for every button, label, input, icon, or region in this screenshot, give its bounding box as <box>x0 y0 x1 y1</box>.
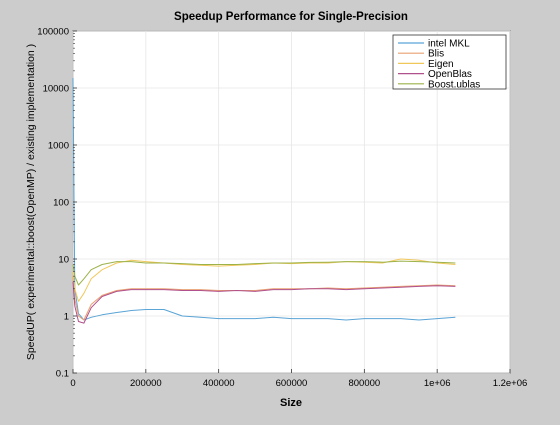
legend-label-blis: Blis <box>428 49 444 60</box>
y-tick-label: 1000 <box>48 141 69 152</box>
y-axis-ticks: 0.1 1 10 100 1000 10000 100000 <box>37 27 77 380</box>
legend-label-intel-mkl: intel MKL <box>428 39 470 50</box>
series-line-boost-ublas <box>72 260 456 286</box>
y-tick-label: 100 <box>53 198 69 209</box>
y-tick-label: 10000 <box>43 84 69 95</box>
legend-label-openblas: OpenBlas <box>428 69 472 80</box>
series-lines <box>72 77 456 324</box>
y-tick-label: 100000 <box>37 27 69 38</box>
x-tick-label: 0 <box>70 378 75 389</box>
x-tick-label: 600000 <box>276 378 308 389</box>
legend-label-boost-ublas: Boost.ublas <box>428 79 480 90</box>
y-tick-label: 0.1 <box>56 369 69 380</box>
chart-title: Speedup Performance for Single-Precision <box>174 11 408 23</box>
series-line-eigen <box>72 258 456 302</box>
series-line-intel-mkl <box>72 77 456 321</box>
y-tick-label: 1 <box>64 312 69 323</box>
x-tick-label: 800000 <box>348 378 380 389</box>
legend-box <box>392 34 507 90</box>
y-axis-label: SpeedUP( experimental::boost(OpenMP) / e… <box>25 44 37 360</box>
x-tick-label: 1e+06 <box>424 378 451 389</box>
x-axis-label: Size <box>280 397 302 409</box>
x-axis-ticks: 0 200000 400000 600000 800000 1e+06 1.2e+06 <box>70 369 527 389</box>
y-tick-label: 10 <box>58 255 69 266</box>
legend-label-eigen: Eigen <box>428 59 454 70</box>
x-tick-label: 200000 <box>130 378 162 389</box>
series-line-openblas <box>72 281 456 324</box>
x-tick-label: 400000 <box>203 378 235 389</box>
x-tick-label: 1.2e+06 <box>493 378 528 389</box>
